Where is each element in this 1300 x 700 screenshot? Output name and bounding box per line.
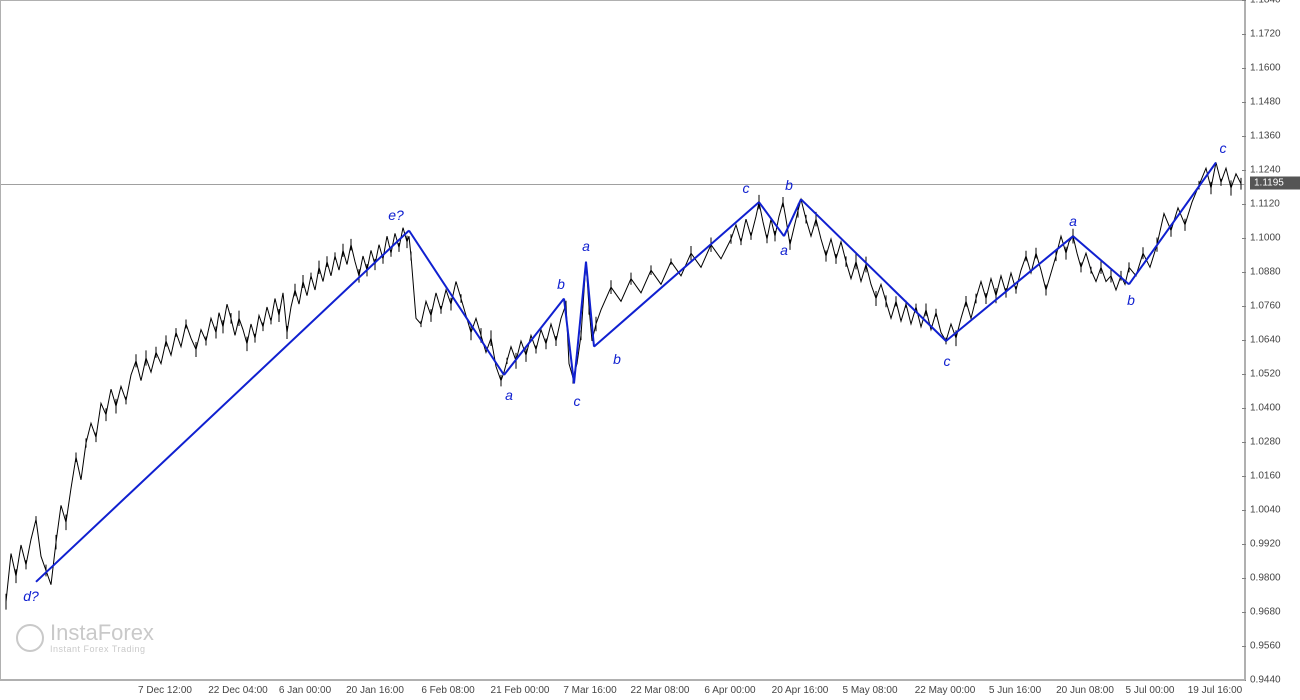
y-tick bbox=[1242, 340, 1246, 341]
wave-label: a bbox=[780, 242, 788, 258]
y-tick bbox=[1242, 442, 1246, 443]
y-tick-label: 1.1240 bbox=[1250, 165, 1281, 176]
y-tick-label: 0.9440 bbox=[1250, 675, 1281, 686]
x-tick-label: 22 Mar 08:00 bbox=[631, 685, 690, 696]
x-tick-label: 19 Jul 16:00 bbox=[1188, 685, 1243, 696]
x-tick-label: 21 Feb 00:00 bbox=[491, 685, 550, 696]
y-tick bbox=[1242, 170, 1246, 171]
wave-label: b bbox=[1127, 292, 1135, 308]
y-tick-label: 1.1480 bbox=[1250, 97, 1281, 108]
x-tick-label: 5 Jun 16:00 bbox=[989, 685, 1041, 696]
y-tick-label: 1.1360 bbox=[1250, 131, 1281, 142]
y-tick-label: 0.9920 bbox=[1250, 539, 1281, 550]
watermark: InstaForex Instant Forex Trading bbox=[16, 622, 154, 654]
plot-area: InstaForex Instant Forex Trading d? e? a b c… bbox=[0, 0, 1245, 680]
x-tick-label: 6 Feb 08:00 bbox=[421, 685, 474, 696]
y-tick-label: 1.1600 bbox=[1250, 63, 1281, 74]
x-tick-label: 5 May 08:00 bbox=[842, 685, 897, 696]
wave-line bbox=[801, 199, 946, 341]
y-tick-label: 1.0280 bbox=[1250, 437, 1281, 448]
wave-label: e? bbox=[388, 207, 404, 223]
wave-line bbox=[946, 236, 1073, 341]
wave-line bbox=[784, 199, 801, 236]
wave-line bbox=[1129, 163, 1216, 285]
wave-line bbox=[574, 262, 586, 384]
x-tick-label: 7 Mar 16:00 bbox=[563, 685, 616, 696]
price-series bbox=[6, 163, 1241, 602]
current-price-tag: 1.1195 bbox=[1250, 176, 1300, 189]
x-tick-label: 22 May 00:00 bbox=[915, 685, 976, 696]
x-tick-label: 20 Jun 08:00 bbox=[1056, 685, 1114, 696]
y-tick bbox=[1242, 272, 1246, 273]
x-tick-label: 7 Dec 12:00 bbox=[138, 685, 192, 696]
y-tick-label: 1.1840 bbox=[1250, 0, 1281, 6]
y-tick bbox=[1242, 476, 1246, 477]
y-tick-label: 1.0040 bbox=[1250, 505, 1281, 516]
wave-label: d? bbox=[23, 588, 39, 604]
wave-line bbox=[409, 231, 504, 376]
y-tick-label: 1.0640 bbox=[1250, 335, 1281, 346]
chart-container: InstaForex Instant Forex Trading d? e? a b c… bbox=[0, 0, 1300, 700]
wave-label: a bbox=[1069, 213, 1077, 229]
y-tick bbox=[1242, 578, 1246, 579]
y-tick bbox=[1242, 102, 1246, 103]
y-tick bbox=[1242, 306, 1246, 307]
y-tick bbox=[1242, 374, 1246, 375]
y-tick bbox=[1242, 646, 1246, 647]
y-tick bbox=[1242, 204, 1246, 205]
y-tick-label: 0.9560 bbox=[1250, 641, 1281, 652]
y-tick-label: 1.0400 bbox=[1250, 403, 1281, 414]
wave-label: a bbox=[582, 238, 590, 254]
wave-label: b bbox=[785, 177, 793, 193]
x-tick-label: 6 Apr 00:00 bbox=[704, 685, 755, 696]
y-tick-label: 0.9680 bbox=[1250, 607, 1281, 618]
watermark-subtext: Instant Forex Trading bbox=[50, 644, 154, 654]
wave-label: c bbox=[743, 180, 750, 196]
y-tick-label: 1.0520 bbox=[1250, 369, 1281, 380]
x-axis: 7 Dec 12:00 22 Dec 04:00 6 Jan 00:00 20 Jan… bbox=[0, 680, 1245, 700]
watermark-text: InstaForex bbox=[50, 622, 154, 644]
y-tick bbox=[1242, 238, 1246, 239]
wave-label: b bbox=[613, 351, 621, 367]
wave-label: c bbox=[944, 353, 951, 369]
y-tick-label: 1.1000 bbox=[1250, 233, 1281, 244]
y-tick bbox=[1242, 136, 1246, 137]
y-tick-label: 1.1120 bbox=[1250, 199, 1280, 210]
wave-line bbox=[586, 262, 594, 347]
chart-svg bbox=[1, 1, 1246, 681]
y-tick bbox=[1242, 612, 1246, 613]
watermark-icon bbox=[16, 624, 44, 652]
x-tick-label: 20 Apr 16:00 bbox=[772, 685, 829, 696]
x-tick-label: 5 Jul 00:00 bbox=[1126, 685, 1175, 696]
y-tick-label: 1.1720 bbox=[1250, 29, 1281, 40]
y-tick-label: 1.0160 bbox=[1250, 471, 1281, 482]
y-tick bbox=[1242, 68, 1246, 69]
y-tick-label: 1.0760 bbox=[1250, 301, 1281, 312]
y-tick bbox=[1242, 510, 1246, 511]
x-tick-label: 6 Jan 00:00 bbox=[279, 685, 331, 696]
wave-line bbox=[564, 299, 574, 384]
y-tick bbox=[1242, 34, 1246, 35]
wave-label: b bbox=[557, 276, 565, 292]
y-axis: 0.94400.95600.96800.98000.99201.00401.01… bbox=[1245, 0, 1300, 680]
wave-line bbox=[1073, 236, 1129, 284]
wave-line bbox=[36, 231, 409, 582]
y-tick-label: 1.0880 bbox=[1250, 267, 1281, 278]
x-tick-label: 20 Jan 16:00 bbox=[346, 685, 404, 696]
wave-label: c bbox=[1220, 140, 1227, 156]
y-tick bbox=[1242, 408, 1246, 409]
wave-label: a bbox=[505, 387, 513, 403]
y-tick-label: 0.9800 bbox=[1250, 573, 1281, 584]
y-tick bbox=[1242, 544, 1246, 545]
wave-label: c bbox=[574, 393, 581, 409]
x-tick-label: 22 Dec 04:00 bbox=[208, 685, 268, 696]
y-tick bbox=[1242, 0, 1246, 1]
wave-line bbox=[594, 202, 759, 346]
